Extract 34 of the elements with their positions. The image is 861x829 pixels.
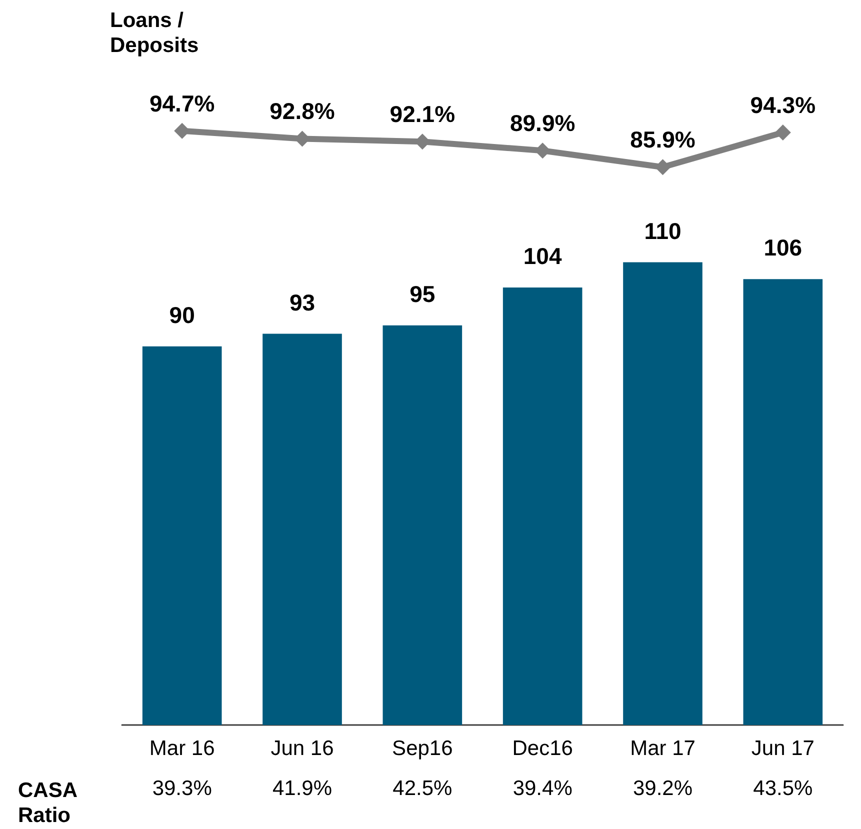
text: 39.2% (632, 777, 693, 800)
data-label: 85.9% (630, 126, 696, 153)
text: 39.3% (152, 777, 212, 800)
text: Loans / Deposits (110, 9, 199, 57)
data-label: 95 (410, 280, 436, 307)
x-tick-label: Mar 17 (630, 737, 696, 760)
text: CASA Ratio (18, 779, 78, 827)
x-tick-label: Dec16 (512, 737, 573, 760)
data-label: 104 (523, 243, 562, 270)
x-tick-label: Jun 17 (751, 737, 814, 760)
data-label: 89.9% (510, 110, 576, 136)
data-label: 92.8% (270, 98, 335, 124)
data-label: 94.3% (750, 92, 816, 118)
data-label: 110 (644, 218, 682, 244)
x-tick-label: Jun 16 (270, 737, 334, 760)
data-label: 94.7% (149, 90, 215, 116)
text: 42.5% (392, 777, 452, 800)
text: 43.5% (753, 777, 813, 800)
data-label: 93 (289, 289, 316, 316)
data-label: 92.1% (390, 101, 456, 128)
data-label: 90 (169, 302, 195, 328)
bar (262, 334, 342, 725)
data-label: 106 (764, 234, 802, 261)
x-tick-label: Sep16 (392, 737, 453, 760)
bar (382, 325, 462, 725)
bar (142, 346, 222, 725)
text: 39.4% (512, 777, 572, 800)
bar (623, 262, 702, 725)
text: 41.9% (272, 777, 332, 800)
x-tick-label: Mar 16 (149, 737, 215, 760)
bar (502, 288, 582, 725)
bar (743, 279, 823, 725)
point (774, 124, 791, 141)
point (654, 159, 671, 176)
